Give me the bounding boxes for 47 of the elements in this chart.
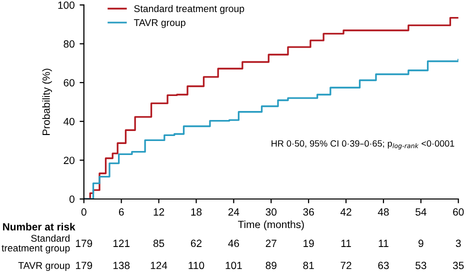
x-axis-title: Time (months) — [238, 220, 304, 230]
text: Standard treatment group — [2, 234, 70, 254]
text: 85 — [153, 240, 164, 248]
x-tick-label: 6 — [118, 208, 124, 216]
annotation: HR 0·50, 95% CI 0·39–0·65; p$_{log‐rank}$ <0·0001 — [272, 140, 454, 150]
x-tick-label: 0 — [81, 208, 86, 216]
x-tick-label: 30 — [266, 208, 277, 216]
text: 89 — [266, 262, 276, 270]
text: TAVR group — [18, 262, 70, 271]
y-tick-label: 40 — [64, 118, 74, 126]
text: 19 — [304, 240, 314, 248]
text: 11 — [341, 240, 351, 247]
text: 179 — [76, 262, 92, 270]
y-tick-label: 80 — [64, 40, 74, 48]
legend-label: Standard treatment group — [134, 4, 244, 14]
x-tick-label: 12 — [154, 208, 164, 216]
text: 35 — [452, 262, 464, 270]
text: 3 — [456, 240, 461, 248]
x-tick-label: 60 — [453, 208, 464, 216]
x-tick-label: 18 — [191, 208, 202, 216]
x-tick-label: 24 — [228, 208, 240, 216]
text: 124 — [150, 262, 168, 270]
text: 101 — [226, 262, 242, 270]
x-tick-label: 36 — [303, 208, 314, 216]
text: Number at risk — [3, 222, 76, 230]
text: 110 — [188, 262, 204, 270]
text: 138 — [113, 262, 130, 270]
text: 62 — [190, 240, 202, 248]
text: 81 — [303, 262, 314, 270]
text: 46 — [228, 240, 240, 248]
text: 63 — [378, 262, 389, 270]
x-tick-label: 54 — [416, 208, 426, 216]
text: 121 — [113, 240, 130, 247]
text: 179 — [76, 240, 92, 248]
text: 11 — [378, 240, 388, 247]
text: 53 — [416, 262, 426, 270]
x-tick-label: 48 — [378, 208, 389, 216]
text: 72 — [340, 262, 352, 270]
y-axis-title: Probability (%) — [42, 68, 52, 135]
legend-label: TAVR group — [134, 19, 186, 28]
y-tick-label: 20 — [64, 156, 74, 164]
text: 27 — [266, 240, 276, 247]
y-tick-label: 0 — [69, 195, 74, 203]
x-tick-label: 42 — [340, 208, 352, 216]
y-tick-label: 60 — [64, 79, 74, 86]
text: 9 — [418, 240, 424, 248]
y-tick-label: 100 — [58, 1, 74, 9]
